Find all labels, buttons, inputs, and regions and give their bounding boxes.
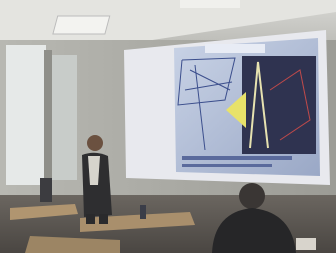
slide-title-bar	[205, 44, 265, 53]
chair	[40, 178, 52, 202]
window-frame	[44, 50, 52, 190]
slide-caption	[182, 164, 272, 167]
window	[52, 55, 77, 180]
photo	[0, 0, 336, 253]
ceiling-light	[53, 16, 110, 34]
window	[6, 45, 46, 185]
bottle	[140, 205, 146, 219]
ceiling-light	[180, 0, 240, 8]
paper	[296, 238, 316, 250]
slide-caption	[182, 156, 292, 160]
page	[0, 0, 336, 253]
